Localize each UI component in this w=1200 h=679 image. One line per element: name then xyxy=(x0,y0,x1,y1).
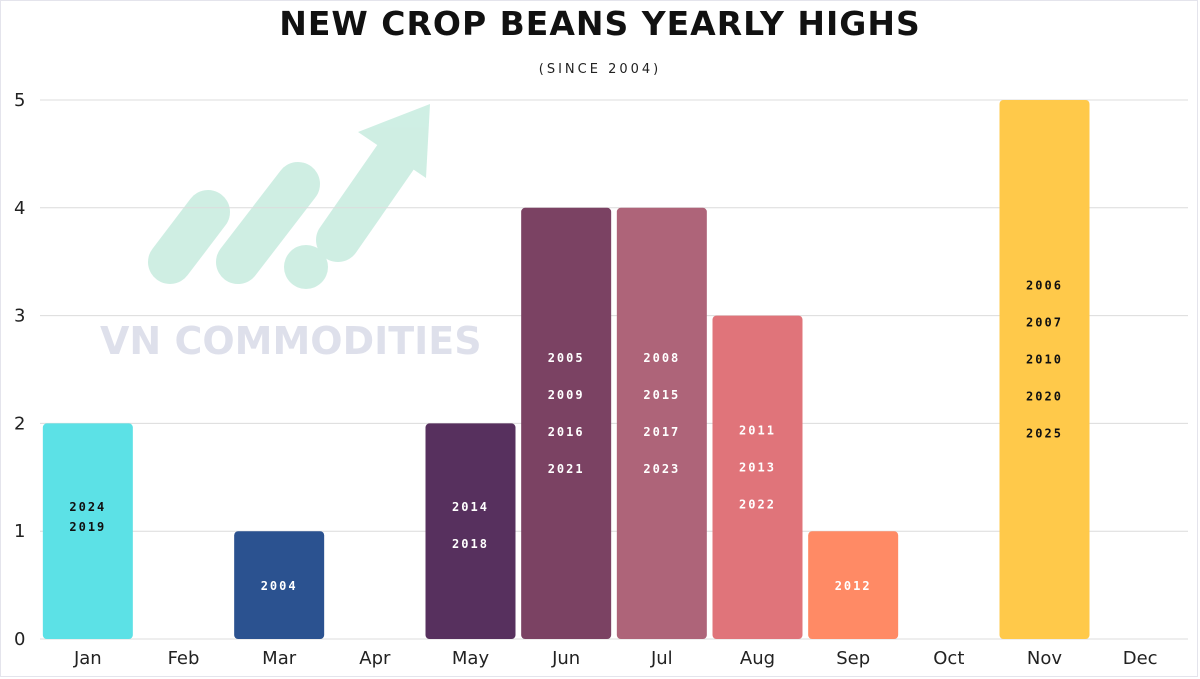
y-tick-label: 1 xyxy=(14,521,25,542)
bar-mar xyxy=(234,531,325,639)
bar-jan xyxy=(42,423,133,639)
x-tick-label: Dec xyxy=(1123,648,1158,669)
bar-data-label: 2018 xyxy=(452,537,489,551)
y-tick-label: 5 xyxy=(14,90,25,111)
bar-data-label: 2004 xyxy=(261,579,298,593)
bar-data-label: 2007 xyxy=(1026,316,1063,330)
x-tick-label: Aug xyxy=(740,648,775,669)
bar-data-label: 2019 xyxy=(69,520,106,534)
bar-jul xyxy=(616,207,707,640)
x-tick-label: Apr xyxy=(359,648,391,669)
bar-data-label: 2008 xyxy=(643,351,680,365)
bar-data-label: 2022 xyxy=(739,497,776,511)
bar-sep xyxy=(808,531,899,639)
bar-data-label: 2010 xyxy=(1026,353,1063,367)
bar-data-label: 2009 xyxy=(548,388,585,402)
y-axis: 0 1 2 3 4 5 xyxy=(14,90,25,650)
y-tick-label: 4 xyxy=(14,198,25,219)
x-tick-label: Jun xyxy=(551,648,580,669)
bar-aug xyxy=(712,315,803,639)
bar-data-label: 2024 xyxy=(69,500,106,514)
x-tick-label: Jan xyxy=(73,648,102,669)
bars: 2024 2019 2004 2014 2018 2005 2009 2016 2021 2008… xyxy=(42,100,1090,640)
bar-data-label: 2025 xyxy=(1026,427,1063,441)
bar-data-label: 2023 xyxy=(643,462,680,476)
x-tick-label: Jul xyxy=(650,648,673,669)
y-tick-label: 2 xyxy=(14,413,25,434)
bar-data-label: 2012 xyxy=(835,579,872,593)
chart-title: NEW CROP BEANS YEARLY HIGHS xyxy=(279,4,921,43)
grid xyxy=(40,99,1188,640)
x-tick-label: Sep xyxy=(836,648,870,669)
bar-data-label: 2021 xyxy=(548,462,585,476)
bar-data-label: 2006 xyxy=(1026,279,1063,293)
x-tick-label: Oct xyxy=(933,648,964,669)
bar-data-label: 2014 xyxy=(452,500,489,514)
trend-arrow-logo-icon xyxy=(148,104,430,289)
bar-data-label: 2016 xyxy=(548,425,585,439)
bar-may xyxy=(425,423,516,639)
x-axis: Jan Feb Mar Apr May Jun Jul Aug Sep Oct Nov Dec xyxy=(73,648,1158,669)
bar-data-label: 2013 xyxy=(739,460,776,474)
bar-data-label: 2005 xyxy=(548,351,585,365)
x-tick-label: Nov xyxy=(1027,648,1062,669)
chart-subtitle: (SINCE 2004) xyxy=(538,62,662,77)
y-tick-label: 3 xyxy=(14,306,25,327)
bar-data-label: 2011 xyxy=(739,423,776,437)
watermark-text: VN COMMODITIES xyxy=(100,319,482,363)
bar-data-label: 2017 xyxy=(643,425,680,439)
bar-jun xyxy=(521,207,612,640)
x-tick-label: May xyxy=(452,648,490,669)
watermark: VN COMMODITIES xyxy=(100,104,482,363)
bar-data-label: 2020 xyxy=(1026,390,1063,404)
x-tick-label: Feb xyxy=(168,648,200,669)
x-tick-label: Mar xyxy=(262,648,297,669)
y-tick-label: 0 xyxy=(14,629,25,650)
bar-data-label: 2015 xyxy=(643,388,680,402)
bar-nov xyxy=(999,100,1090,639)
